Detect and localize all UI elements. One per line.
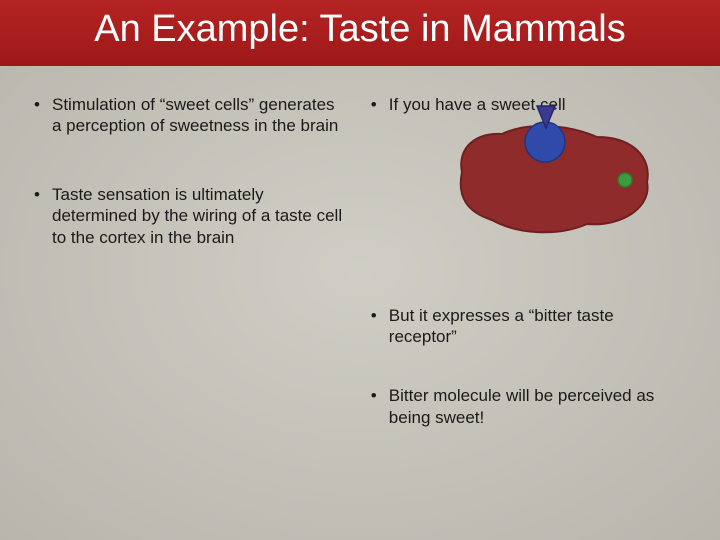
list-item: Bitter molecule will be perceived as bei… bbox=[367, 385, 684, 428]
list-item: But it expresses a “bitter taste recepto… bbox=[367, 305, 684, 348]
slide-body: Stimulation of “sweet cells” generates a… bbox=[0, 66, 720, 428]
list-item: Taste sensation is ultimately determined… bbox=[30, 184, 347, 248]
slide-title: An Example: Taste in Mammals bbox=[0, 0, 720, 66]
list-item: Stimulation of “sweet cells” generates a… bbox=[30, 94, 347, 137]
left-column: Stimulation of “sweet cells” generates a… bbox=[30, 94, 347, 428]
list-item: If you have a sweet cell bbox=[367, 94, 684, 115]
left-bullet-list: Stimulation of “sweet cells” generates a… bbox=[30, 94, 347, 248]
right-bullet-list: If you have a sweet cell But it expresse… bbox=[367, 94, 684, 428]
right-column: If you have a sweet cell But it expresse… bbox=[367, 94, 684, 428]
